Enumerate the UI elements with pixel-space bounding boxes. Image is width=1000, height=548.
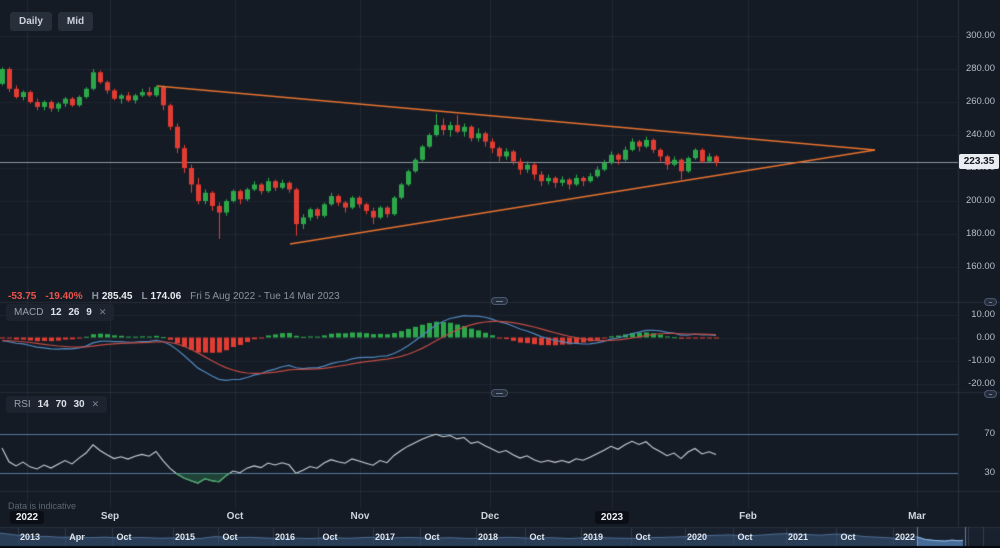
macd-axis-tick: 0.00 bbox=[976, 331, 996, 343]
chart-toolbar: Daily Mid bbox=[10, 12, 94, 31]
low-value: 174.06 bbox=[150, 291, 182, 302]
navigator-label: Oct bbox=[424, 532, 440, 542]
price-tick: 280.00 bbox=[965, 63, 995, 74]
time-axis-label: Sep bbox=[100, 511, 120, 522]
navigator-label: Oct bbox=[222, 532, 238, 542]
price-change-percent: -19.40% bbox=[45, 291, 83, 302]
navigator-label: 2020 bbox=[686, 532, 708, 542]
navigator-label: 2019 bbox=[582, 532, 604, 542]
rsi-params: 14 70 30 bbox=[37, 399, 85, 410]
pane-collapse-handle-macd[interactable] bbox=[984, 298, 997, 306]
high-label: H bbox=[91, 291, 99, 302]
navigator-label: 2013 bbox=[19, 532, 41, 542]
navigator-label: Oct bbox=[840, 532, 856, 542]
price-tick: 160.00 bbox=[965, 261, 995, 272]
navigator-label: 2016 bbox=[274, 532, 296, 542]
price-tick: 260.00 bbox=[965, 96, 995, 107]
rsi-axis-tick: 70 bbox=[984, 428, 995, 439]
macd-axis-tick: -10.00 bbox=[968, 354, 995, 366]
time-axis-label: Oct bbox=[226, 511, 244, 522]
macd-axis-tick: -20.00 bbox=[968, 377, 995, 389]
price-tick: 200.00 bbox=[965, 195, 995, 206]
rsi-indicator-label[interactable]: RSI 14 70 30 ✕ bbox=[6, 396, 108, 413]
macd-remove-icon[interactable]: ✕ bbox=[98, 307, 107, 317]
time-axis-label: Mar bbox=[908, 511, 926, 522]
time-axis-label: 2023 bbox=[594, 511, 630, 524]
time-axis-label: Feb bbox=[739, 511, 757, 522]
navigator-label: 2021 bbox=[787, 532, 809, 542]
time-axis-label: 2022 bbox=[9, 511, 45, 524]
macd-name: MACD bbox=[14, 307, 44, 318]
navigator-label: Oct bbox=[322, 532, 338, 542]
time-axis-label: Dec bbox=[480, 511, 500, 522]
navigator-label: Oct bbox=[116, 532, 132, 542]
macd-axis-tick: 10.00 bbox=[971, 308, 995, 320]
price-tick: 180.00 bbox=[965, 228, 995, 239]
pane-resize-handle-rsi[interactable] bbox=[491, 389, 508, 397]
navigator-label: Oct bbox=[737, 532, 753, 542]
low-label: L bbox=[141, 291, 148, 302]
macd-params: 12 26 9 bbox=[50, 307, 92, 318]
rsi-remove-icon[interactable]: ✕ bbox=[91, 399, 100, 409]
macd-indicator-label[interactable]: MACD 12 26 9 ✕ bbox=[6, 304, 115, 321]
navigator-label: 2017 bbox=[374, 532, 396, 542]
rsi-name: RSI bbox=[14, 399, 31, 410]
timeframe-button-daily[interactable]: Daily bbox=[10, 12, 52, 31]
current-price-badge: 223.35 bbox=[959, 154, 999, 170]
navigator-label: 2022 bbox=[894, 532, 916, 542]
date-range: Fri 5 Aug 2022 - Tue 14 Mar 2023 bbox=[190, 291, 340, 302]
navigator-label: Apr bbox=[69, 532, 85, 542]
pane-collapse-handle-rsi[interactable] bbox=[984, 390, 997, 398]
price-tick: 240.00 bbox=[965, 129, 995, 140]
rsi-axis-tick: 30 bbox=[984, 467, 995, 478]
high-readout: H 285.45 bbox=[92, 291, 133, 302]
navigator-label: Oct bbox=[529, 532, 545, 542]
navigator-label: Oct bbox=[635, 532, 651, 542]
ohlc-info-bar: -53.75 -19.40% H 285.45 L 174.06 Fri 5 Aug… bbox=[8, 291, 340, 302]
price-tick: 300.00 bbox=[965, 30, 995, 41]
data-indicative-watermark: Data is indicative bbox=[8, 501, 77, 511]
navigator-label: 2015 bbox=[174, 532, 196, 542]
pane-resize-handle-macd[interactable] bbox=[491, 297, 508, 305]
high-value: 285.45 bbox=[101, 291, 133, 302]
price-type-button-mid[interactable]: Mid bbox=[57, 12, 94, 31]
navigator-label: 2018 bbox=[477, 532, 499, 542]
time-axis-label: Nov bbox=[350, 511, 370, 522]
price-change: -53.75 bbox=[8, 291, 37, 302]
low-readout: L 174.06 bbox=[141, 291, 181, 302]
